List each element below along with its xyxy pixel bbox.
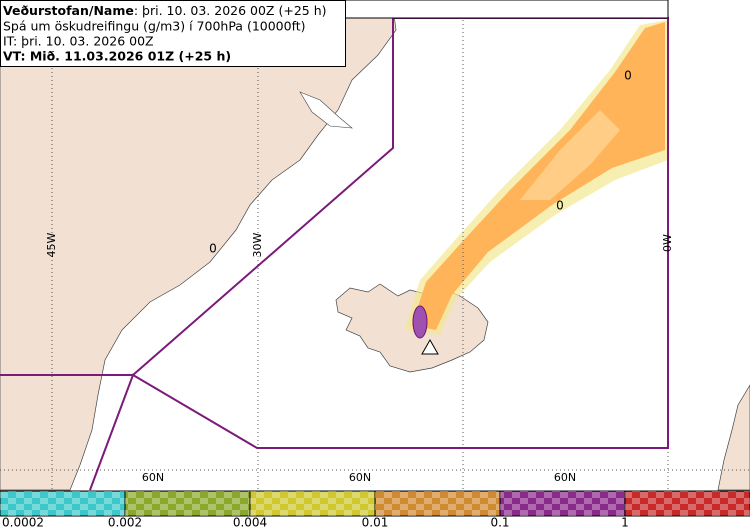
fjord: [299, 91, 353, 129]
header-line: Veðurstofan/Name: þri. 10. 03. 2026 00Z …: [3, 3, 327, 18]
marker: 0: [209, 242, 217, 256]
ash-plume: [412, 22, 665, 330]
colorbar: 0.0002 0.002 0.004 0.01 0.1 1: [0, 490, 750, 530]
colorbar-pattern: [625, 491, 750, 516]
latitude-label: 60N: [554, 471, 576, 484]
plume-gap: [520, 110, 620, 200]
norway-coast: [717, 384, 750, 491]
colorbar-pattern: [500, 491, 625, 516]
colorbar-pattern: [375, 491, 500, 516]
issued: : þri. 10. 03. 2026 00Z (+25 h): [134, 3, 327, 18]
latitude-label: 60N: [349, 471, 371, 484]
colorbar-label: 0.004: [233, 516, 267, 530]
product: Spá um öskudreifingu (g/m3) í 700hPa (10…: [3, 19, 306, 34]
colorbar-pattern: [250, 491, 375, 516]
longitude-label: 45W: [45, 232, 58, 257]
top-box: [344, 0, 669, 19]
colorbar-label: 1: [621, 516, 629, 530]
colorbar-pattern: [0, 491, 125, 516]
analysis-time: IT: þri. 10. 03. 2026 00Z: [3, 34, 154, 49]
latitude-label: 60N: [142, 471, 164, 484]
ash-core: [412, 305, 428, 339]
colorbar-pattern: [125, 491, 250, 516]
header-box: [0, 0, 346, 67]
greenland: [0, 0, 397, 491]
valid-time: VT: Mið. 11.03.2026 01Z (+25 h): [3, 49, 231, 64]
marker: 0: [624, 69, 632, 83]
longitude-label: 0W: [661, 234, 674, 252]
colorbar-label: 0.01: [362, 516, 389, 530]
colorbar-label: 0.1: [490, 516, 509, 530]
longitude-label: 30W: [251, 232, 264, 257]
agency: Veðurstofan/Name: [3, 3, 134, 18]
marker: 0: [556, 199, 564, 213]
volcano-symbol: [421, 338, 439, 355]
colorbar-label: 0.0002: [2, 516, 44, 530]
colorbar-label: 0.002: [108, 516, 142, 530]
